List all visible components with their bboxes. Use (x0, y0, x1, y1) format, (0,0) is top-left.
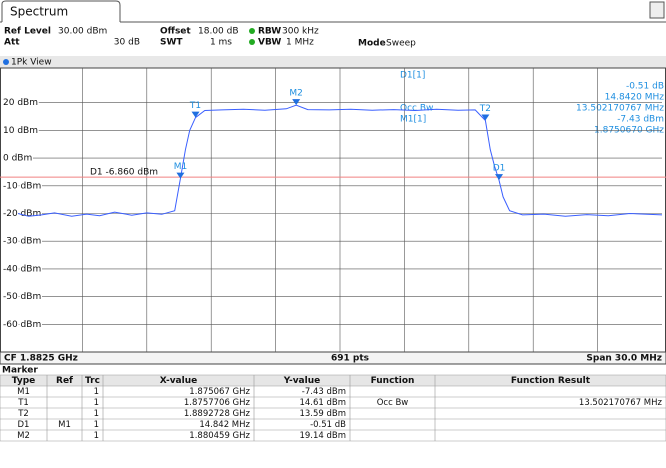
label: Mode (358, 39, 386, 49)
points: 691 pts (331, 354, 369, 364)
marker-label: M1 (174, 162, 188, 172)
cell: 1.880459 GHz (189, 431, 250, 441)
cell: 1.8757706 GHz (184, 398, 251, 408)
icon[interactable] (649, 1, 665, 19)
label: Offset (160, 27, 191, 37)
cell: 14.842 MHz (199, 420, 250, 430)
marker-info: 14.8420 MHz (605, 93, 665, 103)
marker-info: 13.502170767 MHz (576, 104, 664, 114)
limit-label: D1 -6.860 dBm (90, 168, 158, 178)
marker-info: D1[1] (400, 71, 425, 81)
value: 18.00 dB (198, 27, 239, 37)
table-title: Marker (2, 366, 38, 376)
column-header: Trc (85, 376, 100, 386)
indicator (249, 28, 255, 34)
cell: Occ Bw (377, 398, 409, 408)
cell: 13.59 dBm (299, 409, 346, 419)
marker-info: -0.51 dB (626, 82, 664, 92)
column-header: Type (12, 376, 35, 386)
table-header (0, 375, 666, 386)
cell: M2 (17, 431, 30, 441)
label: SWT (160, 38, 183, 48)
value: 30 dB (114, 38, 140, 48)
column-header: Function Result (511, 376, 591, 386)
y-tick-label: -10 dBm (3, 181, 41, 191)
y-tick-label: -50 dBm (3, 292, 41, 302)
cell: M1 (17, 387, 30, 397)
tab-label[interactable]: Spectrum (10, 5, 68, 19)
cell: T2 (17, 409, 29, 419)
cell: 1 (94, 387, 99, 397)
cell: 1 (94, 409, 99, 419)
marker-info: Occ Bw (400, 104, 433, 114)
view-label: 1Pk View (11, 58, 52, 68)
value: 300 kHz (282, 27, 319, 37)
column-header: Function (371, 376, 415, 386)
marker-label: D1 (493, 164, 506, 174)
label: Att (4, 38, 20, 48)
cell: D1 (18, 420, 30, 430)
cell: 1 (94, 420, 99, 430)
trace (17, 104, 663, 217)
y-tick-label: -60 dBm (3, 320, 41, 330)
value: Sweep (386, 39, 416, 49)
y-tick-label: -40 dBm (3, 264, 41, 274)
tab[interactable] (1, 0, 121, 22)
cell: 14.61 dBm (299, 398, 346, 408)
cell: 1.8892728 GHz (184, 409, 251, 419)
y-tick-label: -20 dBm (3, 209, 41, 219)
label: VBW (258, 38, 281, 48)
marker-info: M1[1] (400, 115, 426, 125)
cell: -0.51 dB (310, 420, 346, 430)
marker (176, 172, 185, 179)
marker-label: M2 (289, 89, 303, 99)
marker (495, 174, 504, 181)
value: 30.00 dBm (58, 27, 107, 37)
y-tick-label: 10 dBm (3, 126, 38, 136)
label: Ref Level (4, 27, 51, 37)
footer-bar (0, 351, 666, 365)
y-tick-label: 0 dBm (3, 154, 32, 164)
marker-label: T2 (479, 104, 491, 114)
cell: 1 (94, 398, 99, 408)
span: Span 30.0 MHz (586, 354, 662, 364)
label: RBW (258, 27, 281, 37)
center-frequency: CF 1.8825 GHz (4, 354, 78, 364)
column-header: Ref (56, 376, 73, 386)
cell: 13.502170767 MHz (579, 398, 663, 408)
cell: T1 (17, 398, 29, 408)
column-header: Y-value (283, 376, 320, 386)
marker (481, 114, 490, 121)
plot-frame (0, 67, 666, 353)
value: 1 ms (210, 38, 232, 48)
column-header: X-value (160, 376, 197, 386)
cell: 19.14 dBm (299, 431, 346, 441)
marker-info: -7.43 dBm (617, 115, 664, 125)
view-dot (3, 59, 9, 65)
indicator (249, 39, 255, 45)
marker (191, 111, 200, 118)
marker-label: T1 (189, 101, 201, 111)
cell: 1 (94, 431, 99, 441)
cell: 1.875067 GHz (189, 387, 250, 397)
cell: M1 (58, 420, 71, 430)
y-tick-label: 20 dBm (3, 98, 38, 108)
cell: -7.43 dBm (302, 387, 346, 397)
value: 1 MHz (286, 38, 314, 48)
y-tick-label: -30 dBm (3, 237, 41, 247)
marker (292, 99, 301, 106)
view-bar (0, 56, 666, 68)
